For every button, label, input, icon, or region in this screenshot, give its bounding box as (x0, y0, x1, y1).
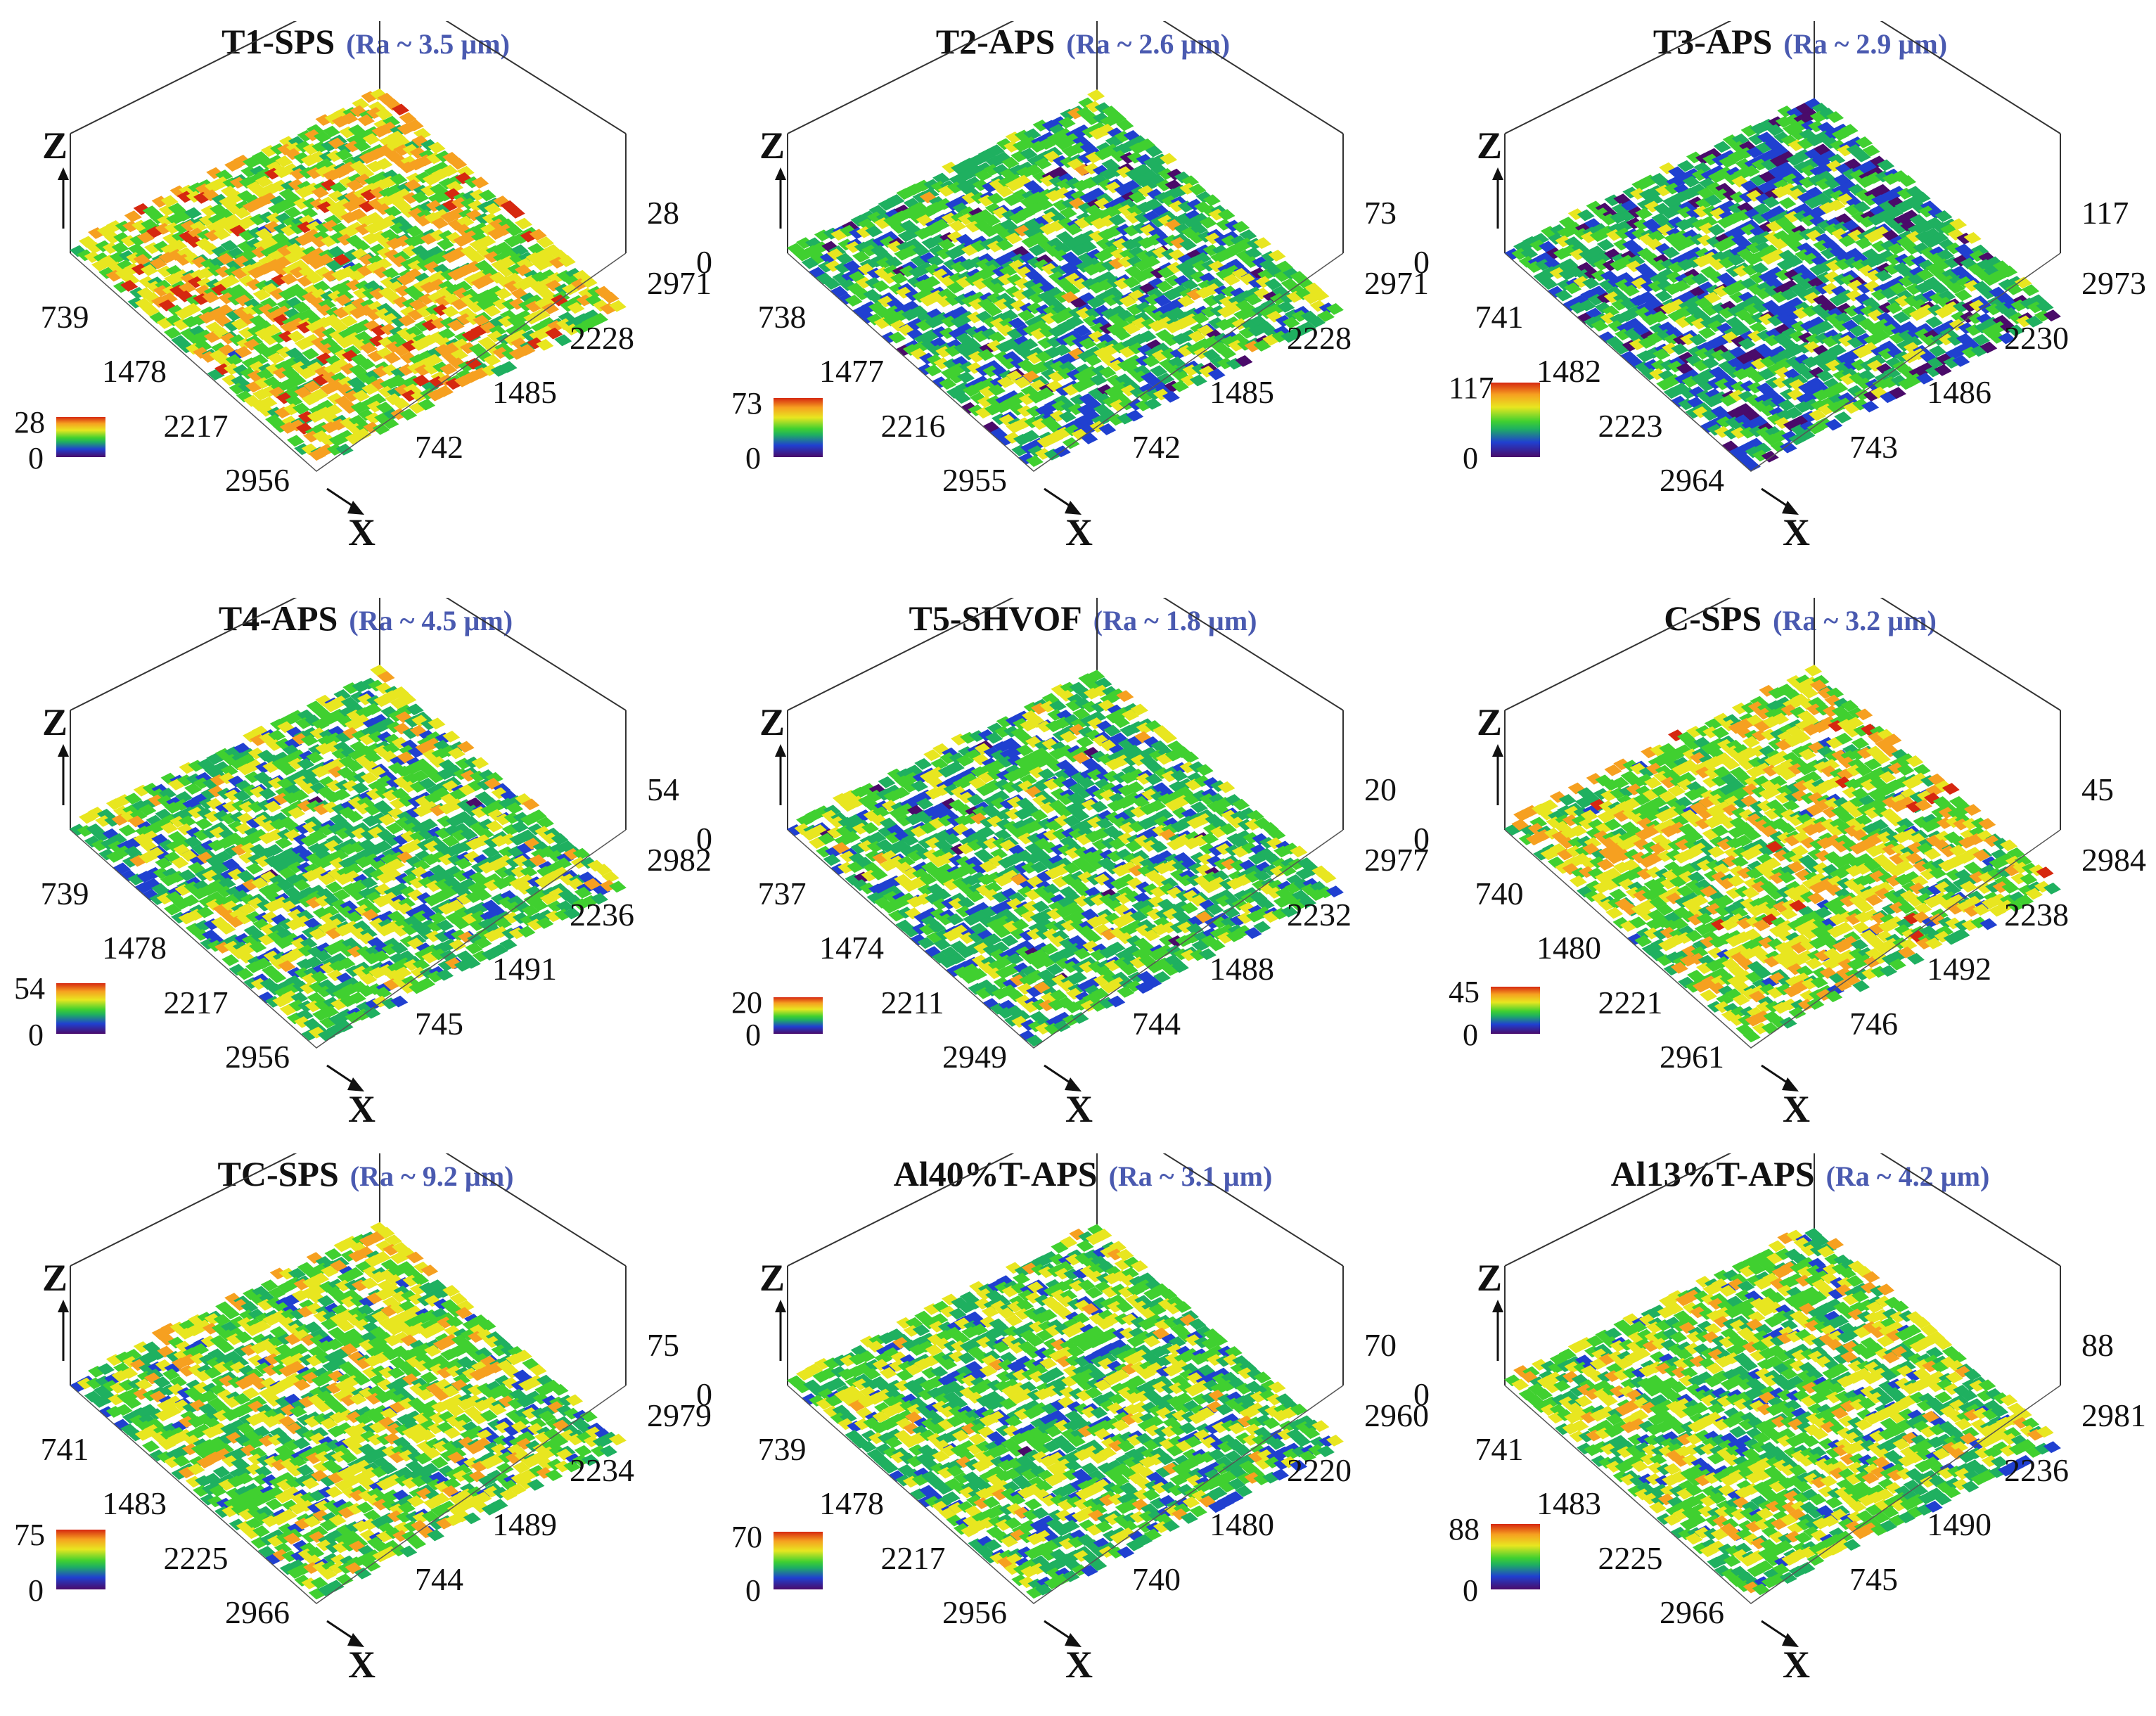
z-arrowhead (1492, 167, 1503, 180)
z-axis-label: Z (1477, 127, 1502, 165)
y-tick-label: 2230 (2004, 322, 2069, 354)
surface-plot (731, 598, 1435, 1160)
box-edge (1505, 21, 2060, 134)
scale-min-label: 0 (28, 443, 44, 474)
x-tick-label: 741 (1475, 301, 1524, 333)
y-tick-label: 743 (1849, 431, 1898, 463)
x-axis-label: X (348, 1090, 376, 1128)
y-tick-label: 1485 (492, 376, 557, 409)
surface-plot (731, 21, 1435, 584)
x-tick-label: 0 (696, 246, 712, 278)
z-axis-label: Z (42, 127, 68, 165)
x-tick-label: 2964 (1660, 464, 1724, 497)
z-arrowhead (58, 744, 69, 757)
x-tick-label: 739 (41, 301, 89, 333)
color-scale-bar (774, 398, 823, 457)
z-arrowhead (58, 167, 69, 180)
x-tick-label: 2223 (1598, 410, 1663, 442)
surface-cell (1063, 437, 1079, 449)
scale-min-label: 0 (28, 1020, 44, 1051)
x-tick-label: 2217 (164, 987, 229, 1019)
y-tick-label: 742 (415, 431, 463, 463)
y-tick-label: 1485 (1209, 376, 1274, 409)
panel: T4-APS(Ra ~ 4.5 µm)ZX2956221714787390745… (14, 598, 717, 1160)
x-tick-label: 738 (758, 301, 807, 333)
x-tick-label: 0 (1413, 246, 1430, 278)
z-axis-label: Z (759, 127, 785, 165)
y-tick-label: 1491 (492, 953, 557, 985)
y-tick-label: 2228 (1287, 322, 1352, 354)
surface-plot (1449, 21, 2152, 584)
surface-cell (120, 825, 136, 836)
y-tick-label: 2228 (570, 322, 634, 354)
scale-min-label: 0 (745, 443, 761, 474)
color-scale-bar (1491, 383, 1540, 457)
x-tick-label: 2956 (225, 1041, 290, 1073)
x-tick-label: 2216 (881, 410, 946, 442)
x-tick-label: 2955 (942, 464, 1007, 497)
y-tick-label: 2973 (2081, 267, 2146, 300)
y-tick-label: 745 (415, 1008, 463, 1040)
color-scale-bar (56, 983, 105, 1034)
x-tick-label: 2956 (225, 464, 290, 497)
panel: T1-SPS(Ra ~ 3.5 µm)ZX2956221714787390742… (14, 21, 717, 584)
scale-max-label: 73 (731, 388, 762, 419)
y-tick-label: 2236 (570, 899, 634, 931)
z-max-label: 73 (1364, 197, 1397, 229)
z-max-label: 117 (2081, 197, 2129, 229)
surface-cell (1779, 198, 1795, 209)
x-tick-label: 2217 (164, 410, 229, 442)
y-tick-label: 742 (1132, 431, 1181, 463)
z-arrowhead (775, 167, 786, 180)
scale-max-label: 117 (1449, 373, 1494, 404)
scale-min-label: 0 (1463, 443, 1478, 474)
surface-cell (1088, 90, 1104, 101)
surface-plot (14, 598, 717, 1160)
x-tick-label: 1477 (819, 355, 884, 388)
z-max-label: 28 (647, 197, 679, 229)
scale-max-label: 54 (14, 973, 45, 1004)
surface-plot (14, 21, 717, 584)
x-axis-label: X (348, 513, 376, 551)
x-tick-label: 1482 (1536, 355, 1601, 388)
x-axis-label: X (1065, 513, 1093, 551)
z-axis-label: Z (42, 703, 68, 741)
x-tick-label: 1478 (102, 355, 167, 388)
x-axis-label: X (1783, 513, 1810, 551)
z-max-label: 54 (647, 774, 679, 806)
x-tick-label: 1478 (102, 932, 167, 964)
color-scale-bar (56, 417, 105, 457)
y-tick-label: 1486 (1927, 376, 1991, 409)
scale-max-label: 28 (14, 407, 45, 438)
x-tick-label: 739 (41, 878, 89, 910)
